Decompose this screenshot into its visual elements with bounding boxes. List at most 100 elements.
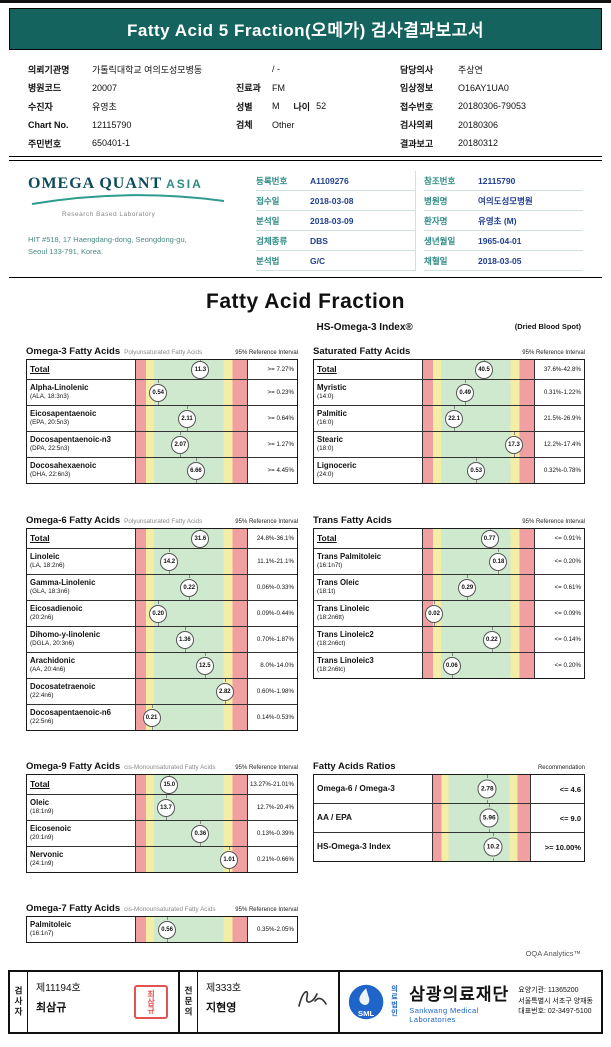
- lab-tagline: Research Based Laboratory: [62, 211, 156, 218]
- range-chart: 10.2: [433, 833, 531, 861]
- field-value: Other: [272, 119, 295, 130]
- reference-header: 95% Reference Interval: [522, 350, 585, 356]
- acid-name: Alpha-Linolenic: [30, 383, 89, 393]
- fatty-acid-table: Total 40.5 37.6%-42.8% Myristic (14:0) 0.49 0.…: [313, 359, 585, 484]
- acid-name-cell: Lignoceric (24:0): [314, 458, 423, 483]
- info-row: 분석법 G/C: [256, 251, 415, 271]
- lab-address-line2: Seoul 133-791, Korea.: [28, 246, 104, 256]
- logo-text-main: OMEGA QUANT: [28, 175, 163, 192]
- hs-omega3-index-label: HS-Omega-3 Index®: [316, 322, 413, 333]
- table-header: Saturated Fatty Acids 95% Reference Inter…: [313, 342, 585, 357]
- sml-logo-text: SML: [358, 1009, 375, 1018]
- table-row: Eicosenoic (20:1n9) 0.36 0.13%-0.39%: [27, 821, 297, 847]
- table-row: Total 40.5 37.6%-42.8%: [314, 360, 584, 380]
- reference-value: <= 0.91%: [554, 535, 582, 542]
- acid-name: Oleic: [30, 798, 50, 808]
- acid-code: (18:0): [317, 445, 334, 453]
- acid-name: Dihomo-y-linolenic: [30, 630, 101, 640]
- omega7-table-block: Omega-7 Fatty Acids cis-Monounsaturated F…: [26, 899, 298, 943]
- range-chart: 0.77: [423, 529, 535, 548]
- acid-name-cell: Alpha-Linolenic (ALA, 18:3n3): [27, 380, 136, 405]
- acid-name: Trans Linoleic: [317, 604, 370, 614]
- reference-value: <= 0.20%: [554, 662, 582, 669]
- org-name: 삼광의료재단: [409, 985, 510, 1004]
- specialist-cert-number: 제333호: [206, 983, 242, 994]
- acid-name: Eicosadienoic: [30, 604, 83, 614]
- table-header: Omega-6 Fatty Acids Polyunsaturated Fatty…: [26, 511, 298, 526]
- value-marker: 22.1: [445, 409, 464, 428]
- reference-value: 0.13%-0.39%: [256, 830, 294, 837]
- field-value: 유영초 (M): [478, 215, 517, 226]
- range-chart: 13.7: [136, 795, 248, 820]
- table-title: Saturated Fatty Acids: [313, 346, 411, 357]
- table-header: Fatty Acids Ratios Recommendation: [313, 757, 585, 772]
- table-row: Lignoceric (24:0) 0.53 0.32%-0.78%: [314, 458, 584, 483]
- field-value: 가톨릭대학교 여의도성모병동: [92, 64, 203, 75]
- field-label: 검사의뢰: [400, 120, 434, 131]
- range-chart: 0.21: [136, 705, 248, 730]
- reference-value: >= 4.45%: [267, 467, 295, 474]
- table-row: Linoleic (LA, 18:2n6) 14.2 11.1%-21.1%: [27, 549, 297, 575]
- value-marker: 0.22: [180, 578, 199, 597]
- logo-text-asia: ASIA: [166, 177, 203, 191]
- field-label: 등록번호: [256, 175, 288, 186]
- table-row: Eicosapentaenoic (EPA, 20:5n3) 2.11 >= 0.64…: [27, 406, 297, 432]
- field-value: 12115790: [92, 119, 132, 130]
- org-name-block: 삼광의료재단 Sankwang Medical Laboratories: [409, 980, 511, 1024]
- range-chart: 6.66: [136, 458, 248, 483]
- field-value: 2018-03-08: [310, 195, 354, 206]
- field-label: 수진자: [28, 101, 53, 112]
- acid-name-cell: Trans Palmitoleic (16:1n7t): [314, 549, 423, 574]
- value-marker: 0.02: [425, 604, 444, 623]
- range-chart: 0.18: [423, 549, 535, 574]
- acid-code: (18:2n6tc): [317, 666, 346, 674]
- value-marker: 0.53: [467, 461, 486, 480]
- table-row: Palmitoleic (16:1n7) 0.56 0.35%-2.05%: [27, 917, 297, 942]
- value-marker: 12.5: [195, 656, 214, 675]
- acid-code: (AA, 20:4n6): [30, 666, 66, 674]
- range-chart: 14.2: [136, 549, 248, 574]
- acid-code: (16:1n7t): [317, 562, 343, 570]
- value-marker: 40.5: [475, 360, 494, 379]
- range-chart: 17.3: [423, 432, 535, 457]
- acid-name: Trans Linoleic3: [317, 656, 374, 666]
- specialist-name: 지현영: [206, 1002, 237, 1014]
- info-row: 성별 M 나이 52: [236, 97, 326, 116]
- field-value: M: [272, 101, 280, 112]
- table-row: Gamma-Linolenic (GLA, 18:3n6) 0.22 0.06%-0.…: [27, 575, 297, 601]
- info-row: 검사의뢰 20180306: [400, 116, 526, 135]
- field-label: 분석일: [256, 215, 280, 226]
- acid-code: (18:1t): [317, 588, 336, 596]
- table-row: HS-Omega-3 Index 10.2 >= 10.00%: [314, 833, 584, 861]
- info-row: 분석일 2018-03-09: [256, 211, 415, 231]
- fatty-acid-tables: Omega-3 Fatty Acids Polyunsaturated Fatty…: [26, 342, 585, 943]
- table-row: Trans Palmitoleic (16:1n7t) 0.18 <= 0.20%: [314, 549, 584, 575]
- range-chart: 0.06: [423, 653, 535, 678]
- acid-code: (16:1n7): [30, 930, 54, 938]
- acid-name: Linoleic: [30, 552, 60, 562]
- table-subtitle: cis-Monounsaturated Fatty Acids: [124, 764, 216, 771]
- specimen-info-right: 참조번호 12115790 병원명 여의도성모병원 환자명 유영초 (M) 생년월일 1965…: [415, 171, 583, 271]
- acid-name-cell: Docosahexaenoic (DHA, 22:6n3): [27, 458, 136, 483]
- org-institution-number: 요양기관: 11365200: [518, 986, 579, 994]
- reference-header: 95% Reference Interval: [235, 907, 298, 913]
- table-row: Trans Linoleic3 (18:2n6tc) 0.06 <= 0.20%: [314, 653, 584, 678]
- range-chart: 0.36: [136, 821, 248, 846]
- field-value: DBS: [310, 235, 328, 246]
- omega-quant-logo: OMEGA QUANT ASIA: [28, 175, 256, 193]
- section-divider: [9, 156, 602, 161]
- main-report-title: Fatty Acid Fraction: [206, 290, 405, 313]
- reference-value: 0.06%-0.33%: [256, 584, 294, 591]
- info-row: 진료과 FM: [236, 79, 326, 98]
- field-value: 2018-03-09: [310, 215, 354, 226]
- examiner-name: 최삼규: [36, 1002, 67, 1014]
- specimen-info-table: 등록번호 A1109276 접수일 2018-03-08 분석일 2018-03-09 검체…: [256, 169, 583, 271]
- reference-value: <= 4.6: [559, 784, 581, 794]
- range-chart: 2.82: [136, 679, 248, 704]
- reference-value: 12.2%-17.4%: [543, 441, 581, 448]
- acid-code: (22:5n6): [30, 718, 54, 726]
- acid-name-cell: Eicosapentaenoic (EPA, 20:5n3): [27, 406, 136, 431]
- reference-value: 8.0%-14.0%: [260, 662, 294, 669]
- acid-code: (18:2n6ct): [317, 640, 346, 648]
- specialist-body: 제333호 지현영: [198, 972, 338, 1032]
